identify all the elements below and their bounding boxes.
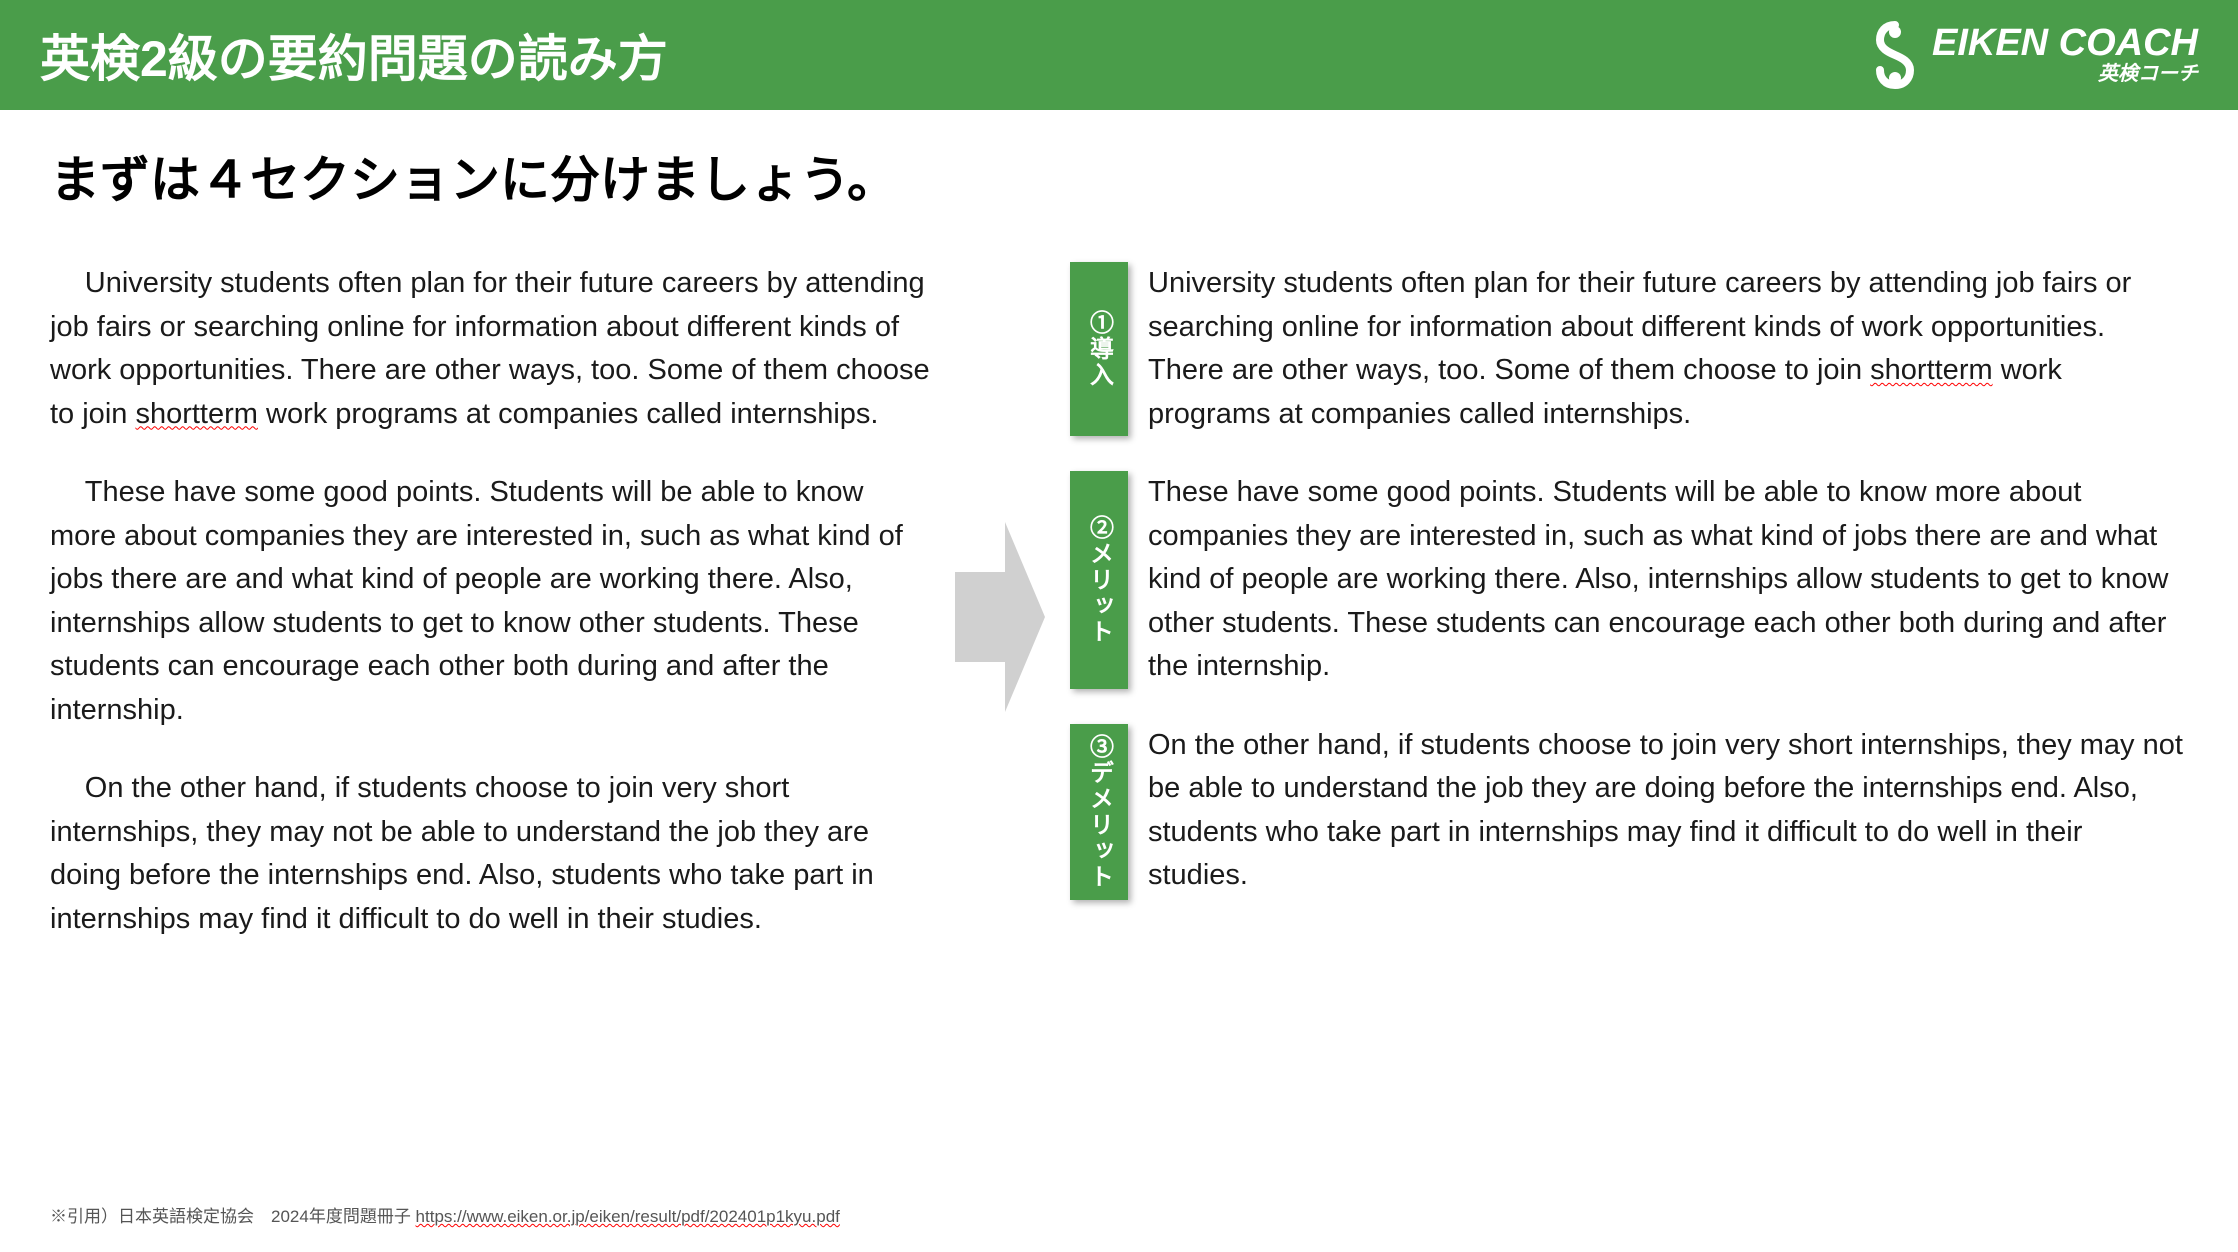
left-passage: University students often plan for their… [50,262,930,976]
passage-paragraph-3: On the other hand, if students choose to… [50,767,930,941]
arrow-right-icon [955,492,1045,742]
paragraph-text: These have some good points. Students wi… [50,476,903,726]
page-content: まずは４セクションに分けましょう。 University students of… [0,110,2238,1006]
subtitle: まずは４セクションに分けましょう。 [50,140,2188,212]
section-text-pre: On the other hand, if students choose to… [1148,729,2183,892]
section-row-1: ①導入 University students often plan for t… [1070,262,2188,436]
right-sections: ①導入 University students often plan for t… [1070,262,2188,900]
header-title: 英検2級の要約問題の読み方 [40,19,668,91]
section-text-pre: These have some good points. Students wi… [1148,476,2168,682]
spellcheck-word: shortterm [1870,354,1992,386]
citation-link: https://www.eiken.or.jp/eiken/result/pdf… [416,1207,840,1226]
logo: EIKEN COACH 英検コーチ [1870,20,2198,90]
columns-layout: University students often plan for their… [50,262,2188,976]
section-text-2: These have some good points. Students wi… [1148,471,2188,689]
section-text-3: On the other hand, if students choose to… [1148,724,2188,900]
passage-paragraph-1: University students often plan for their… [50,262,930,436]
arrow-wrapper [950,262,1050,742]
header-bar: 英検2級の要約問題の読み方 EIKEN COACH 英検コーチ [0,0,2238,110]
paragraph-text: On the other hand, if students choose to… [50,772,874,935]
citation: ※引用）日本英語検定協会 2024年度問題冊子 https://www.eike… [50,1202,840,1227]
paragraph-text: work programs at companies called intern… [258,398,879,430]
logo-icon [1870,20,1920,90]
section-label-demerit: ③デメリット [1070,724,1128,900]
section-row-2: ②メリット These have some good points. Stude… [1070,471,2188,689]
section-row-3: ③デメリット On the other hand, if students ch… [1070,724,2188,900]
citation-prefix: ※引用）日本英語検定協会 2024年度問題冊子 [50,1207,416,1226]
section-label-merit: ②メリット [1070,471,1128,689]
logo-text-main: EIKEN COACH [1932,24,2198,62]
section-text-1: University students often plan for their… [1148,262,2188,436]
spellcheck-word: shortterm [135,398,257,430]
passage-paragraph-2: These have some good points. Students wi… [50,471,930,732]
logo-text-sub: 英検コーチ [1932,62,2198,86]
logo-text-wrapper: EIKEN COACH 英検コーチ [1932,24,2198,86]
section-label-intro: ①導入 [1070,262,1128,436]
